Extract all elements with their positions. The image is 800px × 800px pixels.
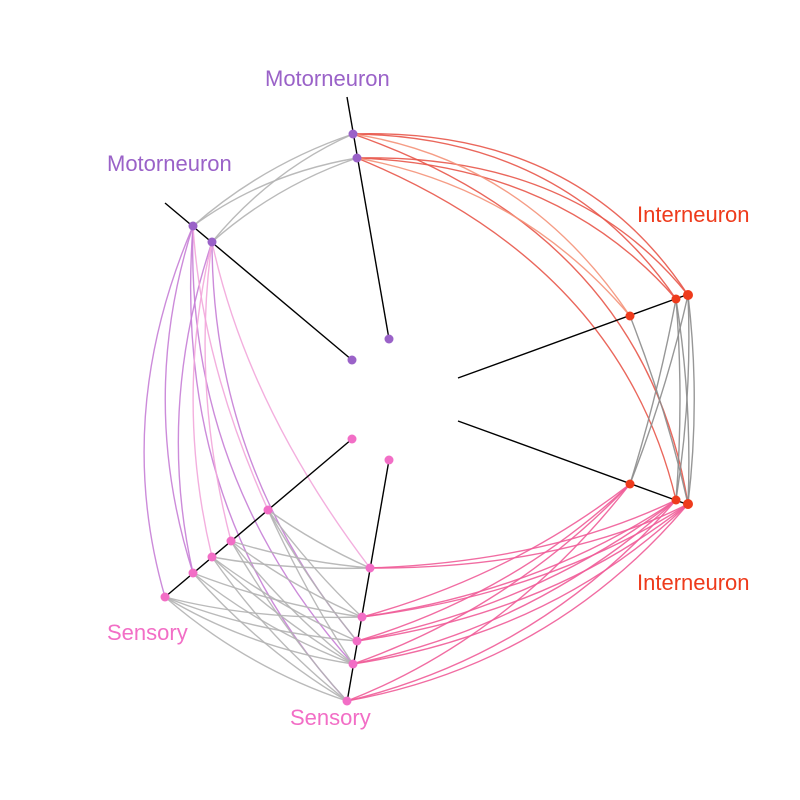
node-interneuron-ib2 — [683, 499, 693, 509]
node-motorneuron-ml2 — [188, 221, 198, 231]
node-sensory-sl1 — [263, 505, 273, 515]
node-interneuron-ib0 — [625, 479, 635, 489]
axis-label-motorneuron-top: Motorneuron — [265, 66, 390, 91]
node-sensory-sl5 — [160, 592, 170, 602]
axis-line-inter-top — [457, 293, 690, 379]
edge-SB3-IB1 — [356, 499, 677, 642]
edge-SL3-SB3 — [211, 556, 358, 642]
edge-SB2-IB1 — [361, 499, 677, 618]
node-motorneuron-ml0 — [347, 355, 357, 365]
edge-MT1-IT2 — [356, 157, 689, 296]
node-sensory-sb0 — [384, 455, 394, 465]
edge-SB4-IB2 — [352, 503, 689, 665]
edge-SL3-SB1 — [211, 556, 371, 570]
edge-SL5-SB4 — [164, 596, 354, 665]
edge-SB2-IB2 — [361, 503, 689, 618]
edge-MT1-IT0 — [356, 157, 631, 317]
edge-IT1-IB0 — [629, 298, 677, 485]
node-interneuron-it2 — [683, 290, 693, 300]
edge-SL5-SB2 — [164, 596, 363, 619]
edge-MT2-IT1 — [352, 133, 677, 300]
node-sensory-sl0 — [347, 434, 357, 444]
edge-ML2-SL1 — [192, 225, 269, 511]
edge-SL1-SB4 — [267, 509, 354, 665]
edge-ML2-SL5 — [143, 225, 194, 598]
edge-SB1-IB2 — [369, 503, 689, 569]
edge-ML1-SB1 — [211, 241, 371, 569]
axis-label-sensory-left: Sensory — [107, 620, 188, 645]
edge-SL1-SB2 — [267, 509, 363, 618]
edge-SL2-SB4 — [230, 540, 354, 665]
edge-SB1-IB1 — [369, 499, 677, 569]
edge-ML2-SB4 — [191, 225, 354, 665]
edge-SB2-IB0 — [361, 483, 631, 618]
edge-ML2-SL4 — [164, 225, 194, 574]
edge-SL4-SB4 — [192, 572, 354, 665]
edge-MT1-ML2 — [192, 157, 358, 227]
node-sensory-sb1 — [365, 563, 375, 573]
edge-IT1-IB2 — [675, 298, 690, 505]
edge-SL2-SB2 — [230, 540, 363, 618]
edge-ML1-SL2 — [204, 241, 232, 542]
edge-SL5-SB5 — [164, 596, 348, 702]
node-motorneuron-mt0 — [384, 334, 394, 344]
edge-MT1-IB1 — [356, 157, 677, 501]
edge-IT2-IB2 — [687, 294, 695, 505]
edge-SB4-IB0 — [352, 483, 631, 665]
edge-IT0-IB2 — [629, 315, 689, 505]
node-sensory-sb5 — [342, 696, 352, 706]
node-sensory-sl4 — [188, 568, 198, 578]
edge-SL2-SB1 — [230, 540, 371, 569]
edge-MT2-ML1 — [211, 133, 354, 243]
edge-SL5-SB3 — [164, 596, 358, 642]
edge-SL1-SB3 — [267, 509, 358, 642]
edge-SB4-IB1 — [352, 499, 677, 665]
node-motorneuron-ml1 — [207, 237, 217, 247]
edge-SB3-IB0 — [356, 483, 631, 642]
axis-label-interneuron-top: Interneuron — [637, 202, 750, 227]
edge-MT1-IT1 — [356, 157, 677, 300]
axis-line-inter-bottom — [457, 420, 690, 506]
node-sensory-sb2 — [357, 612, 367, 622]
node-interneuron-ib1 — [671, 495, 681, 505]
node-layer — [160, 129, 693, 706]
edge-MT1-ML1 — [211, 157, 358, 243]
node-sensory-sb4 — [348, 659, 358, 669]
edge-MT2-IT0 — [352, 133, 631, 317]
edge-IT2-IB0 — [629, 294, 689, 485]
node-sensory-sl3 — [207, 552, 217, 562]
edge-SL3-SB5 — [211, 556, 348, 702]
edge-ML1-SL3 — [192, 241, 213, 558]
edge-SL1-SB1 — [267, 509, 371, 569]
edge-MT2-IT2 — [352, 133, 689, 296]
edge-layer — [143, 133, 695, 702]
node-sensory-sb3 — [352, 636, 362, 646]
edge-MT2-ML2 — [192, 133, 354, 227]
axis-label-interneuron-bottom: Interneuron — [637, 570, 750, 595]
axis-label-sensory-bottom: Sensory — [290, 705, 371, 730]
edge-IT1-IB1 — [675, 298, 681, 501]
axis-label-motorneuron-left: Motorneuron — [107, 151, 232, 176]
node-motorneuron-mt1 — [352, 153, 362, 163]
edge-SB3-IB2 — [356, 503, 689, 642]
node-interneuron-it0 — [625, 311, 635, 321]
edge-SL2-SB5 — [230, 540, 348, 702]
edge-ML1-SB3 — [211, 241, 358, 642]
edge-SL3-SB4 — [211, 556, 354, 665]
node-motorneuron-mt2 — [348, 129, 358, 139]
node-sensory-sl2 — [226, 536, 236, 546]
edge-SB5-IB2 — [346, 503, 689, 702]
node-interneuron-it1 — [671, 294, 681, 304]
edge-SL4-SB5 — [192, 572, 348, 702]
edge-SB5-IB0 — [346, 483, 631, 702]
